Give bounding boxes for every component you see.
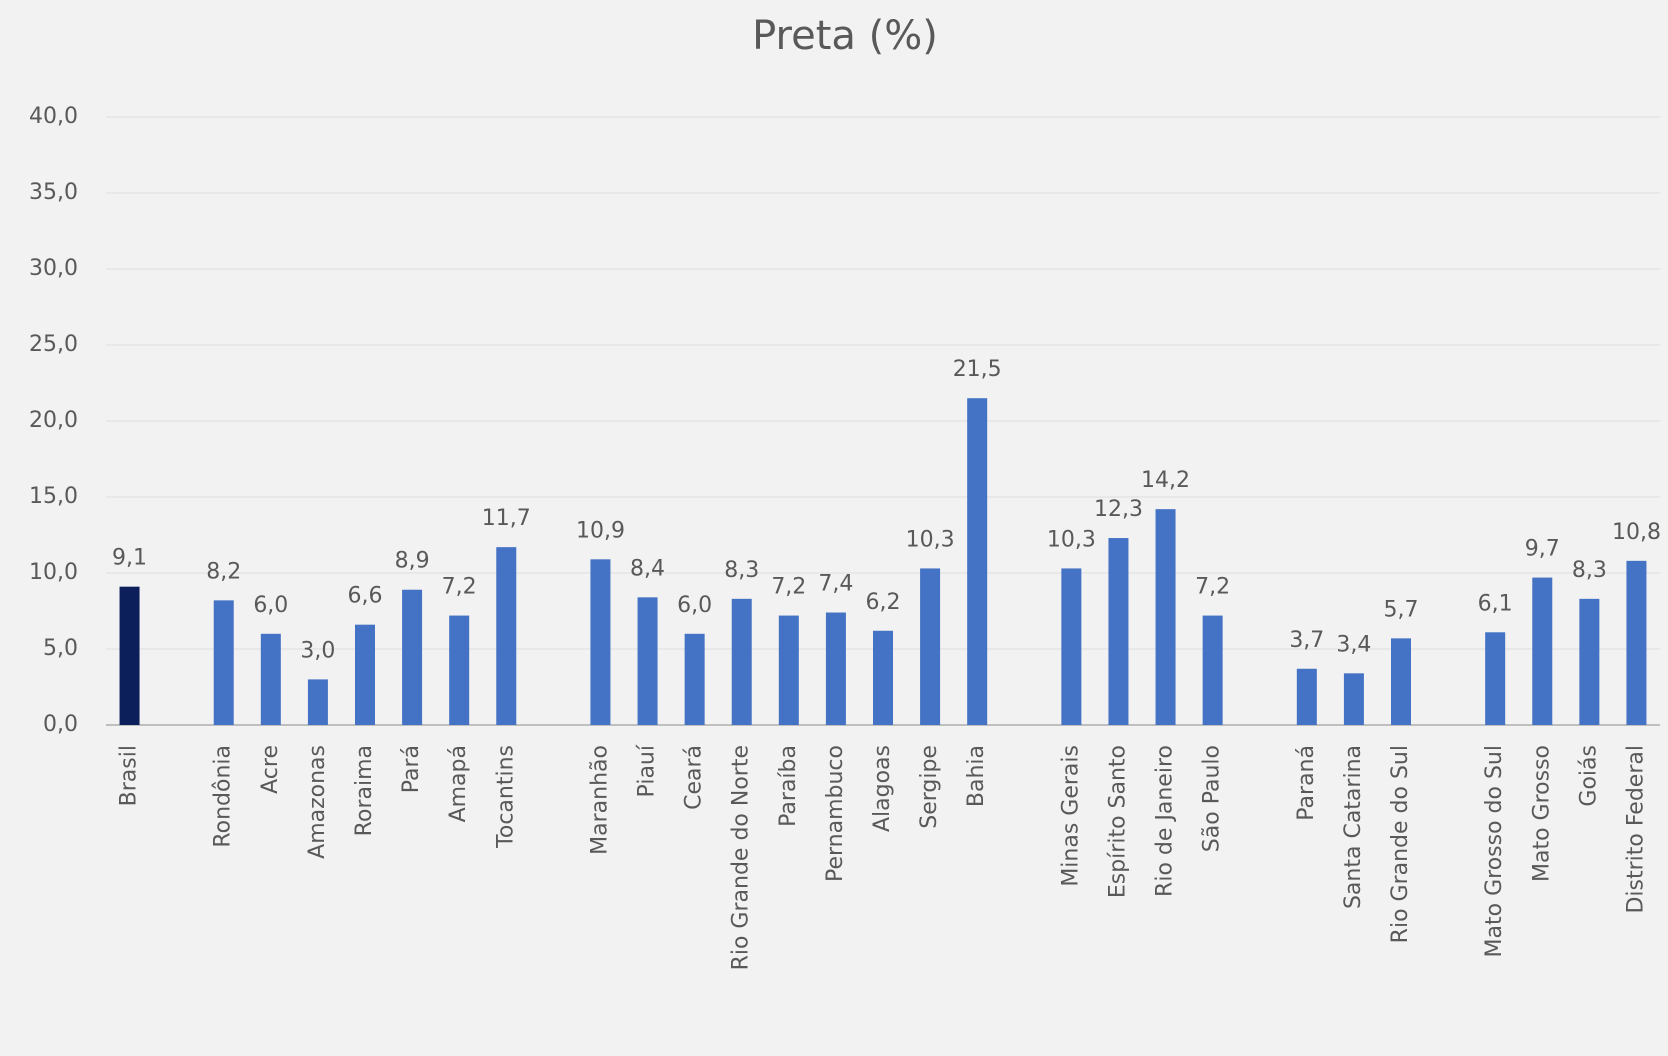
x-tick-label: Mato Grosso do Sul <box>1482 745 1507 957</box>
data-label: 11,7 <box>482 506 531 531</box>
data-label: 8,2 <box>206 559 241 584</box>
x-tick-label: Alagoas <box>870 745 895 832</box>
data-label: 8,3 <box>724 558 759 583</box>
bar <box>449 615 470 725</box>
bar <box>1532 577 1553 725</box>
bar <box>1061 568 1082 725</box>
bar <box>1296 668 1317 725</box>
data-label: 6,1 <box>1478 591 1513 616</box>
x-tick-label: Piauí <box>635 744 660 797</box>
data-label: 6,2 <box>866 590 901 615</box>
bar <box>307 679 328 725</box>
x-tick-label: Minas Gerais <box>1058 745 1083 887</box>
bar <box>260 633 281 725</box>
data-label: 8,3 <box>1572 558 1607 583</box>
bar <box>1626 560 1647 725</box>
bar <box>1391 638 1411 725</box>
x-tick-label: Distrito Federal <box>1623 745 1648 914</box>
x-tick-label: Amapá <box>446 745 471 822</box>
data-label: 3,4 <box>1336 632 1371 657</box>
x-tick-label: Goiás <box>1576 745 1601 807</box>
y-tick-label: 0,0 <box>43 712 78 737</box>
data-label: 10,9 <box>576 518 625 543</box>
y-tick-label: 15,0 <box>29 484 78 509</box>
data-label: 12,3 <box>1094 497 1143 522</box>
x-tick-label: Paraíba <box>776 745 801 827</box>
bar <box>1108 538 1129 725</box>
data-label: 6,0 <box>253 593 288 618</box>
bar <box>967 398 988 725</box>
x-tick-label: Paraná <box>1294 745 1319 821</box>
y-tick-label: 25,0 <box>29 332 78 357</box>
x-tick-label: São Paulo <box>1200 745 1225 852</box>
x-tick-label: Bahia <box>964 745 989 807</box>
data-label: 6,0 <box>677 593 712 618</box>
y-tick-label: 5,0 <box>43 636 78 661</box>
data-label: 9,1 <box>112 546 147 571</box>
data-label: 21,5 <box>953 357 1002 382</box>
x-tick-label: Espírito Santo <box>1105 745 1130 898</box>
bar <box>402 589 423 725</box>
x-tick-label: Rio de Janeiro <box>1153 745 1178 897</box>
x-tick-label: Rondônia <box>211 745 236 848</box>
x-tick-label: Acre <box>258 745 283 794</box>
x-tick-label: Pará <box>399 745 424 793</box>
y-tick-label: 20,0 <box>29 408 78 433</box>
bar <box>825 612 846 725</box>
x-tick-label: Amazonas <box>305 745 330 859</box>
x-tick-label: Ceará <box>682 745 707 810</box>
bar <box>355 624 375 725</box>
y-tick-label: 35,0 <box>29 180 78 205</box>
data-label: 3,7 <box>1289 628 1324 653</box>
data-label: 9,7 <box>1525 537 1560 562</box>
bar <box>1485 632 1506 725</box>
data-label: 10,3 <box>906 527 955 552</box>
data-label: 8,9 <box>395 549 430 574</box>
chart-title: Preta (%) <box>752 13 938 59</box>
bar <box>213 600 234 725</box>
bar <box>1579 598 1600 725</box>
bar <box>496 547 517 725</box>
x-tick-label: Pernambuco <box>823 745 848 882</box>
x-tick-label: Mato Grosso <box>1529 745 1554 882</box>
data-label: 7,2 <box>771 575 806 600</box>
y-tick-label: 10,0 <box>29 560 78 585</box>
x-tick-label: Tocantins <box>493 745 518 849</box>
y-tick-label: 30,0 <box>29 256 78 281</box>
bar <box>590 559 611 725</box>
data-label: 10,3 <box>1047 527 1096 552</box>
bar <box>731 598 752 725</box>
x-tick-label: Santa Catarina <box>1341 745 1366 909</box>
data-label: 7,4 <box>818 572 853 597</box>
bar <box>1155 509 1176 725</box>
data-label: 5,7 <box>1384 597 1419 622</box>
data-label: 7,2 <box>1195 575 1230 600</box>
x-tick-label: Rio Grande do Sul <box>1388 745 1413 943</box>
bar <box>1343 673 1364 725</box>
x-tick-label: Maranhão <box>587 745 612 855</box>
data-label: 14,2 <box>1141 468 1190 493</box>
data-label: 8,4 <box>630 556 665 581</box>
data-label: 6,6 <box>348 584 383 609</box>
x-tick-label: Brasil <box>117 745 142 806</box>
x-tick-label: Rio Grande do Norte <box>729 745 754 970</box>
data-label: 7,2 <box>442 575 477 600</box>
data-label: 3,0 <box>300 638 335 663</box>
bar <box>1202 615 1223 725</box>
bar <box>920 568 941 725</box>
data-label: 10,8 <box>1612 520 1661 545</box>
bar <box>778 615 799 725</box>
y-tick-label: 40,0 <box>29 104 78 129</box>
x-tick-label: Sergipe <box>917 745 942 829</box>
bar <box>873 630 893 725</box>
x-tick-label: Roraima <box>352 745 377 836</box>
bar <box>684 633 705 725</box>
bar <box>119 586 140 725</box>
bar <box>637 597 658 725</box>
